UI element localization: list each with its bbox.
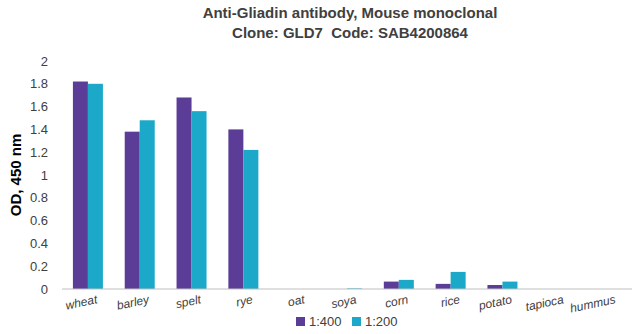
y-tick [58, 289, 62, 290]
bar [399, 280, 414, 289]
y-tick-label: 0.2 [30, 259, 48, 274]
bar [243, 150, 258, 289]
x-tick-label: corn [384, 292, 410, 311]
legend-swatch [296, 317, 305, 326]
bar [228, 129, 243, 289]
y-tick [58, 61, 62, 62]
y-tick [58, 152, 62, 153]
bars [73, 82, 518, 289]
x-tick-label: barley [115, 292, 151, 313]
y-tick [58, 197, 62, 198]
y-tick-label: 1.2 [30, 145, 48, 160]
y-tick [58, 243, 62, 244]
y-tick-label: 1 [41, 168, 48, 183]
y-tick-label: 1.4 [30, 122, 48, 137]
bar [436, 284, 451, 289]
x-tick-label: soya [330, 292, 358, 311]
bar [73, 82, 88, 289]
y-tick [58, 175, 62, 176]
chart-container: Anti-Gliadin antibody, Mouse monoclonal C… [0, 0, 640, 334]
bar [502, 282, 517, 289]
y-tick-label: 0 [41, 282, 48, 297]
legend: 1:400 1:200 [296, 314, 398, 329]
bar [487, 285, 502, 289]
y-tick [58, 266, 62, 267]
bar [177, 97, 192, 289]
bar [451, 272, 466, 289]
y-tick-label: 1.6 [30, 99, 48, 114]
y-tick [58, 220, 62, 221]
y-tick [58, 129, 62, 130]
y-tick-label: 1.8 [30, 76, 48, 91]
x-tick-label: rice [439, 292, 461, 310]
y-tick [58, 83, 62, 84]
y-tick-label: 0.4 [30, 236, 48, 251]
y-tick [58, 106, 62, 107]
x-tick-label: rye [235, 292, 255, 309]
y-tick-label: 0.8 [30, 190, 48, 205]
bar [125, 132, 140, 289]
legend-swatch [352, 317, 361, 326]
y-tick-label: 2 [41, 54, 48, 69]
x-tick-label: hummus [569, 292, 617, 315]
bar [384, 282, 399, 289]
x-axis-line [62, 289, 632, 290]
x-tick-label: oat [287, 292, 307, 309]
legend-label: 1:400 [309, 314, 342, 329]
bar [88, 84, 103, 289]
bar [192, 111, 207, 289]
y-tick-label: 0.6 [30, 213, 48, 228]
chart-svg: Anti-Gliadin antibody, Mouse monoclonal C… [0, 0, 640, 334]
title: Anti-Gliadin antibody, Mouse monoclonal [203, 4, 498, 21]
x-tick-label: potato [477, 292, 514, 313]
subtitle: Clone: GLD7 Code: SAB4200864 [232, 24, 469, 41]
x-tick-label: spelt [174, 292, 202, 311]
x-tick-label: tapioca [524, 292, 565, 314]
y-axis-label: OD, 450 nm [7, 134, 24, 217]
x-tick-label: wheat [64, 292, 99, 312]
bar [140, 120, 155, 289]
legend-label: 1:200 [365, 314, 398, 329]
